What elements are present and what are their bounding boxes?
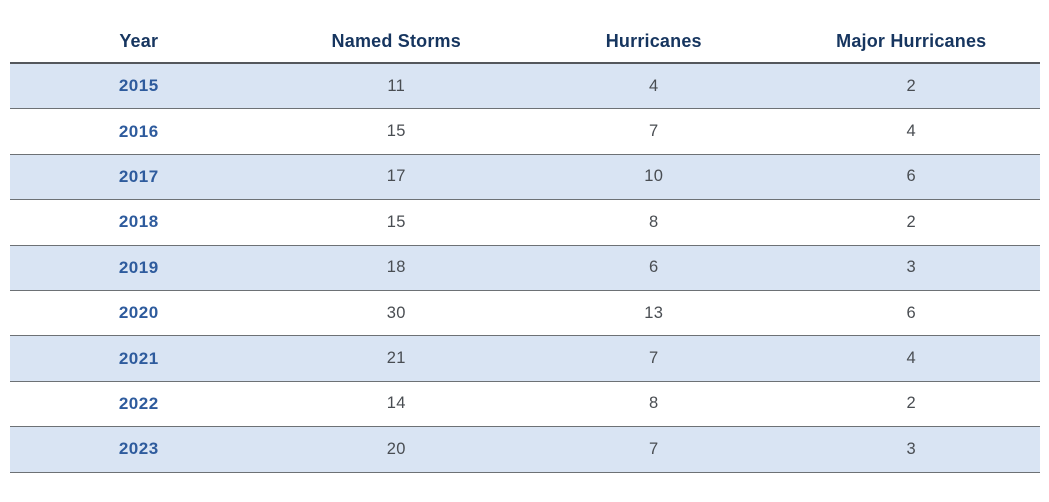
column-header-major-hurricanes: Major Hurricanes xyxy=(836,30,987,51)
year-cell: 2015 xyxy=(118,76,159,96)
named-storms-cell: 21 xyxy=(386,349,406,368)
table-body: 2015 11 4 2 2016 15 7 4 2017 17 10 6 201… xyxy=(10,64,1040,473)
table-row: 2023 20 7 3 xyxy=(10,427,1040,473)
hurricanes-cell: 6 xyxy=(649,258,659,277)
year-cell: 2018 xyxy=(118,212,159,232)
hurricane-season-table: Year Named Storms Hurricanes Major Hurri… xyxy=(10,20,1040,473)
table-row: 2018 15 8 2 xyxy=(10,200,1040,246)
hurricanes-cell: 7 xyxy=(649,349,659,368)
table-row: 2016 15 7 4 xyxy=(10,109,1040,155)
year-cell: 2022 xyxy=(118,393,159,413)
year-cell: 2021 xyxy=(118,348,159,368)
hurricanes-cell: 13 xyxy=(644,303,664,322)
table-row: 2019 18 6 3 xyxy=(10,245,1040,291)
column-header-named-storms: Named Storms xyxy=(331,30,461,51)
named-storms-cell: 14 xyxy=(386,394,406,413)
major-hurricanes-cell: 3 xyxy=(906,258,916,277)
column-header-year: Year xyxy=(119,30,159,51)
column-header-hurricanes: Hurricanes xyxy=(605,30,702,51)
year-cell: 2023 xyxy=(118,439,159,459)
major-hurricanes-cell: 2 xyxy=(906,212,916,231)
major-hurricanes-cell: 6 xyxy=(906,303,916,322)
named-storms-cell: 15 xyxy=(386,122,406,141)
named-storms-cell: 18 xyxy=(386,258,406,277)
hurricanes-cell: 10 xyxy=(644,167,664,186)
named-storms-cell: 20 xyxy=(386,439,406,458)
year-cell: 2016 xyxy=(118,121,159,141)
table-row: 2022 14 8 2 xyxy=(10,381,1040,428)
table-row: 2020 30 13 6 xyxy=(10,290,1040,337)
table-row: 2021 21 7 4 xyxy=(10,336,1040,382)
major-hurricanes-cell: 4 xyxy=(906,122,916,141)
hurricanes-cell: 8 xyxy=(649,394,659,413)
table-header-row: Year Named Storms Hurricanes Major Hurri… xyxy=(10,20,1040,64)
table-row: 2017 17 10 6 xyxy=(10,154,1040,201)
major-hurricanes-cell: 3 xyxy=(906,439,916,458)
named-storms-cell: 11 xyxy=(387,76,406,95)
named-storms-cell: 30 xyxy=(386,303,406,322)
major-hurricanes-cell: 2 xyxy=(906,76,916,95)
named-storms-cell: 15 xyxy=(386,212,406,231)
table-row: 2015 11 4 2 xyxy=(10,64,1040,110)
table-header: Year Named Storms Hurricanes Major Hurri… xyxy=(10,20,1040,64)
hurricanes-cell: 7 xyxy=(649,439,659,458)
hurricanes-cell: 8 xyxy=(649,212,659,231)
hurricanes-cell: 4 xyxy=(649,76,659,95)
year-cell: 2020 xyxy=(118,303,159,323)
year-cell: 2017 xyxy=(118,166,159,186)
major-hurricanes-cell: 2 xyxy=(906,394,916,413)
major-hurricanes-cell: 6 xyxy=(906,167,916,186)
hurricanes-cell: 7 xyxy=(649,122,659,141)
major-hurricanes-cell: 4 xyxy=(906,349,916,368)
named-storms-cell: 17 xyxy=(386,167,406,186)
year-cell: 2019 xyxy=(118,257,159,277)
